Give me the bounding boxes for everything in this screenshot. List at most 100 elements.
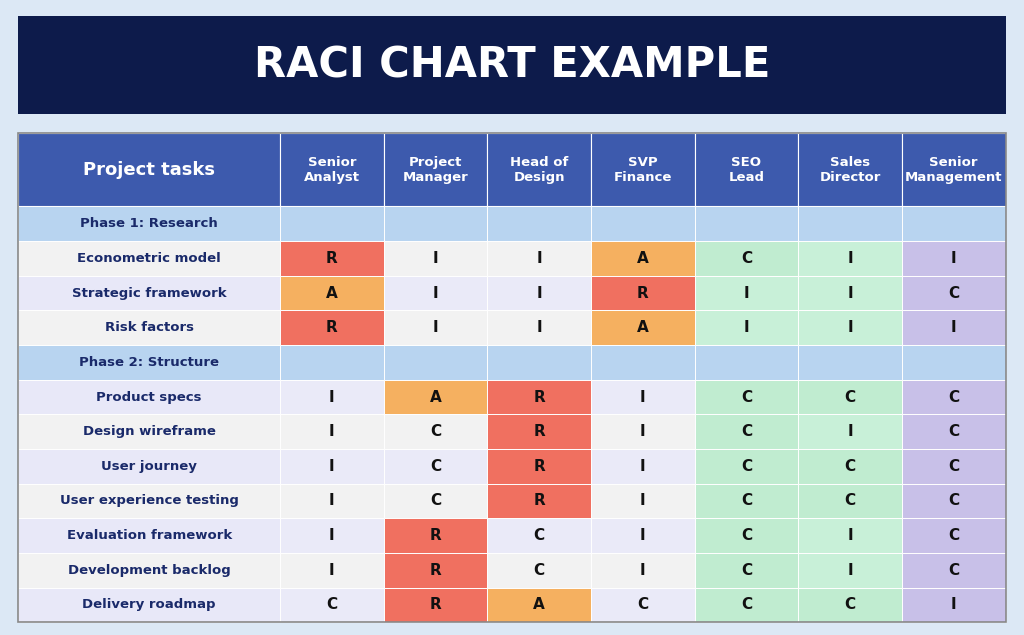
Bar — [902, 241, 1006, 276]
Text: R: R — [534, 493, 545, 509]
Text: R: R — [430, 563, 441, 578]
Bar — [902, 415, 1006, 449]
Bar — [384, 276, 487, 311]
Bar — [799, 311, 902, 345]
Text: Phase 2: Structure: Phase 2: Structure — [79, 356, 219, 369]
Text: C: C — [534, 563, 545, 578]
Bar — [902, 206, 1006, 241]
Bar — [487, 311, 591, 345]
Text: Senior
Management: Senior Management — [905, 156, 1002, 184]
Bar — [591, 449, 694, 484]
Text: I: I — [847, 563, 853, 578]
Bar — [384, 345, 487, 380]
Bar — [799, 276, 902, 311]
Text: I: I — [951, 251, 956, 266]
Bar — [902, 133, 1006, 206]
Text: SVP
Finance: SVP Finance — [613, 156, 672, 184]
Text: A: A — [534, 598, 545, 613]
Bar — [694, 415, 799, 449]
Bar — [799, 415, 902, 449]
Text: I: I — [537, 251, 542, 266]
Text: I: I — [847, 320, 853, 335]
Text: I: I — [640, 424, 645, 439]
Bar — [18, 241, 280, 276]
Bar — [280, 311, 384, 345]
Text: Delivery roadmap: Delivery roadmap — [83, 598, 216, 612]
Bar — [902, 518, 1006, 553]
Text: I: I — [847, 251, 853, 266]
Bar — [280, 553, 384, 587]
Bar — [902, 587, 1006, 622]
Text: C: C — [948, 459, 959, 474]
Bar — [487, 449, 591, 484]
Text: Development backlog: Development backlog — [68, 564, 230, 577]
Bar — [18, 415, 280, 449]
Bar — [591, 241, 694, 276]
Bar — [487, 380, 591, 415]
Bar — [384, 311, 487, 345]
Bar — [591, 415, 694, 449]
Bar — [591, 484, 694, 518]
Text: I: I — [433, 286, 438, 300]
Text: I: I — [847, 424, 853, 439]
Bar — [384, 587, 487, 622]
Bar — [18, 380, 280, 415]
Text: C: C — [534, 528, 545, 543]
Bar — [694, 345, 799, 380]
Bar — [487, 553, 591, 587]
Bar — [694, 311, 799, 345]
Bar — [694, 484, 799, 518]
Text: I: I — [329, 528, 335, 543]
Text: R: R — [534, 459, 545, 474]
Text: A: A — [430, 389, 441, 404]
Bar — [384, 415, 487, 449]
Bar — [487, 276, 591, 311]
Bar — [280, 484, 384, 518]
Bar — [18, 449, 280, 484]
Bar — [694, 133, 799, 206]
Bar — [18, 345, 280, 380]
Text: C: C — [741, 251, 752, 266]
Bar — [487, 206, 591, 241]
Bar — [799, 241, 902, 276]
Text: R: R — [430, 598, 441, 613]
Bar — [902, 553, 1006, 587]
Text: C: C — [741, 389, 752, 404]
Text: Head of
Design: Head of Design — [510, 156, 568, 184]
Bar — [280, 518, 384, 553]
Bar — [799, 518, 902, 553]
Text: Project tasks: Project tasks — [83, 161, 215, 179]
Bar — [280, 241, 384, 276]
Bar — [799, 587, 902, 622]
Bar — [591, 518, 694, 553]
Text: I: I — [847, 528, 853, 543]
Bar — [487, 345, 591, 380]
Bar — [384, 206, 487, 241]
Text: C: C — [948, 424, 959, 439]
Bar — [18, 587, 280, 622]
Bar — [18, 16, 1006, 114]
Bar — [902, 345, 1006, 380]
Bar — [694, 276, 799, 311]
Bar — [487, 415, 591, 449]
Bar — [18, 553, 280, 587]
Bar — [799, 206, 902, 241]
Bar — [591, 553, 694, 587]
Bar — [384, 553, 487, 587]
Text: Design wireframe: Design wireframe — [83, 425, 216, 438]
Bar — [799, 380, 902, 415]
Bar — [591, 380, 694, 415]
Text: Product specs: Product specs — [96, 391, 202, 403]
Text: I: I — [743, 286, 750, 300]
Text: I: I — [329, 459, 335, 474]
Bar — [902, 311, 1006, 345]
Text: R: R — [430, 528, 441, 543]
Bar — [694, 587, 799, 622]
Text: C: C — [430, 459, 441, 474]
Text: I: I — [847, 286, 853, 300]
Text: I: I — [951, 598, 956, 613]
Bar — [280, 415, 384, 449]
Bar — [280, 449, 384, 484]
Text: I: I — [329, 563, 335, 578]
Bar — [18, 484, 280, 518]
